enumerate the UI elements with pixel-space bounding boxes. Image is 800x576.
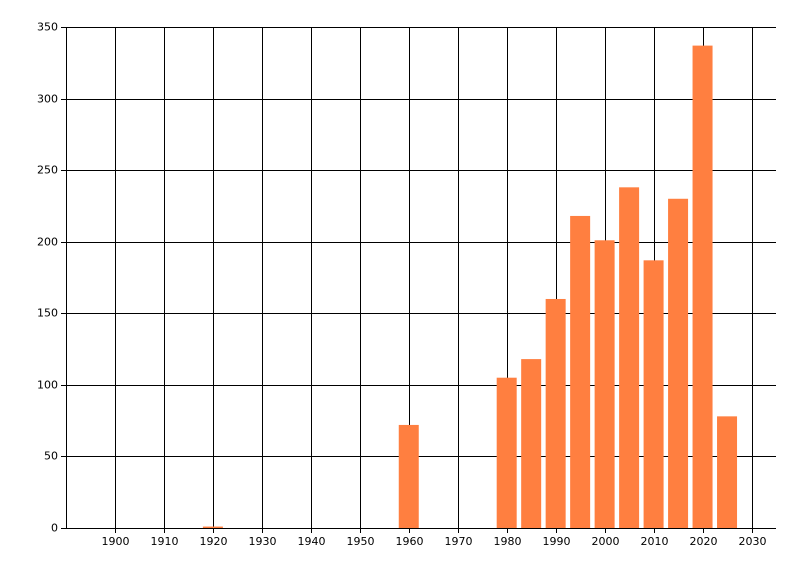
bar <box>545 298 566 528</box>
x-tick-label: 2000 <box>592 535 620 548</box>
y-tick-label: 350 <box>37 21 58 34</box>
bar <box>398 424 419 528</box>
bar <box>692 45 713 528</box>
x-tick-label: 1950 <box>347 535 375 548</box>
bar <box>668 198 689 528</box>
bar <box>717 416 738 528</box>
bar <box>643 260 664 528</box>
x-tick-label: 2010 <box>641 535 669 548</box>
bar <box>570 215 591 528</box>
x-tick-label: 1970 <box>445 535 473 548</box>
x-tick-label: 2030 <box>739 535 767 548</box>
y-tick-label: 150 <box>37 307 58 320</box>
x-tick-label: 2020 <box>690 535 718 548</box>
y-tick-label: 50 <box>44 450 58 463</box>
bar <box>521 359 542 528</box>
bar <box>202 526 223 528</box>
y-tick-label: 200 <box>37 236 58 249</box>
x-tick-label: 1940 <box>298 535 326 548</box>
x-tick-label: 1960 <box>396 535 424 548</box>
x-tick-label: 1930 <box>249 535 277 548</box>
bar <box>594 240 615 529</box>
x-tick-label: 1900 <box>102 535 130 548</box>
y-tick-label: 250 <box>37 164 58 177</box>
bar <box>619 187 640 528</box>
y-tick-label: 100 <box>37 379 58 392</box>
x-tick-label: 1980 <box>494 535 522 548</box>
y-tick-label: 0 <box>51 522 58 535</box>
x-tick-label: 1910 <box>151 535 179 548</box>
x-tick-label: 1920 <box>200 535 228 548</box>
y-tick-label: 300 <box>37 93 58 106</box>
bar <box>496 377 517 528</box>
x-tick-label: 1990 <box>543 535 571 548</box>
